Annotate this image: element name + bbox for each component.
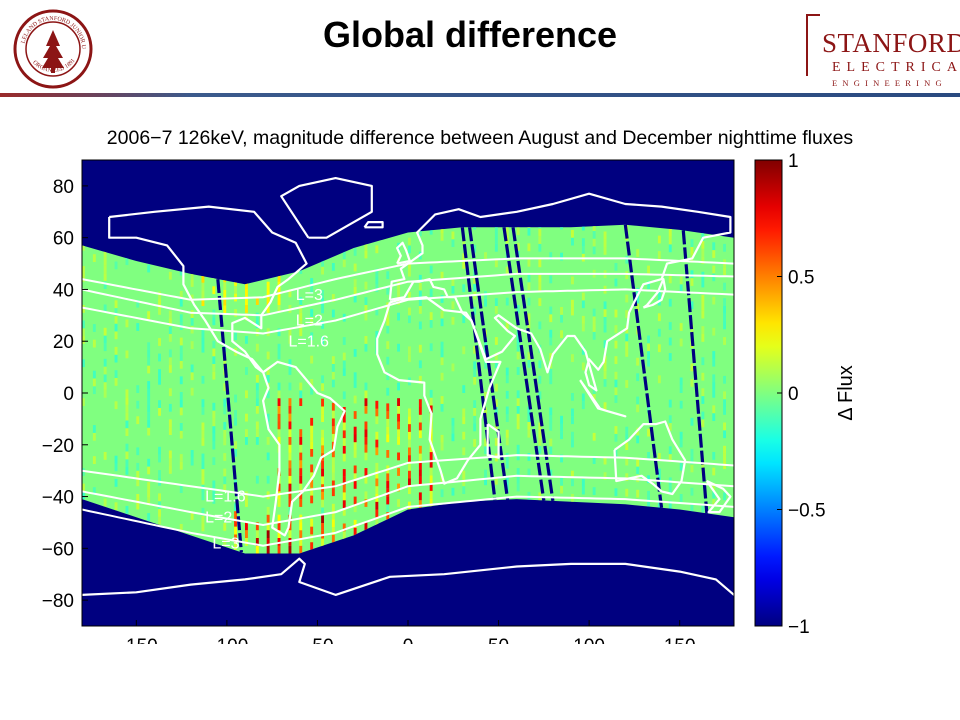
colorbar-tick-label: −0.5 (788, 501, 826, 522)
chart-title: 2006−7 126keV, magnitude difference betw… (107, 127, 854, 149)
x-tick-label: 50 (488, 636, 509, 644)
l-shell-north-0 (82, 257, 734, 301)
l-shell-label-4: L=2 (205, 509, 232, 526)
l-shell-label-2: L=1.6 (288, 333, 329, 350)
y-tick-label: 80 (53, 177, 74, 198)
x-tick-label: −100 (205, 636, 248, 644)
colorbar-label: Δ Flux (835, 365, 857, 421)
l-shell-label-5: L=3 (212, 535, 239, 552)
y-tick-label: −20 (42, 436, 74, 457)
dark-track-6 (216, 278, 243, 553)
y-tick-label: 0 (63, 384, 74, 405)
colorbar-tick-label: 1 (788, 151, 799, 172)
dark-track-5 (681, 230, 709, 514)
x-tick-label: 150 (664, 636, 696, 644)
x-tick-label: 0 (403, 636, 414, 644)
colorbar-tick-label: −1 (788, 617, 810, 638)
x-tick-label: 100 (573, 636, 605, 644)
l-shell-label-0: L=3 (296, 287, 323, 304)
l-shell-label-3: L=1.6 (205, 489, 246, 506)
stanford-seal-icon: LELAND STANFORD JUNIOR UNIVERSITY ORGANI… (12, 8, 93, 89)
y-tick-label: −80 (42, 591, 74, 612)
y-tick-label: −40 (42, 488, 74, 509)
colorbar-tick-label: 0.5 (788, 268, 814, 289)
slide-title: Global difference (322, 14, 618, 55)
dark-track-1 (467, 227, 510, 500)
l-shell-north-2 (82, 288, 734, 335)
flux-difference-heatmap: 2006−7 126keV, magnitude difference betw… (42, 127, 857, 644)
plot-area: L=3L=2L=1.6L=1.6L=2L=3 (82, 160, 734, 626)
l-shell-south-4 (82, 474, 734, 527)
coastline-outlines (82, 177, 734, 596)
y-tick-label: 40 (53, 280, 74, 301)
x-tick-label: −150 (115, 636, 158, 644)
colorbar-tick-label: 0 (788, 384, 799, 405)
y-tick-label: 60 (53, 229, 74, 250)
l-shell-south-5 (82, 495, 734, 547)
dark-track-4 (623, 224, 664, 508)
l-shell-south-3 (82, 454, 734, 498)
l-shell-north-1 (82, 272, 734, 317)
y-tick-label: −60 (42, 539, 74, 560)
header-rule (0, 93, 960, 97)
stanford-ee-logo: STANFORD ELECTRICAL ENGINEERING (806, 14, 960, 94)
y-tick-label: 20 (53, 332, 74, 353)
x-tick-label: −50 (301, 636, 333, 644)
